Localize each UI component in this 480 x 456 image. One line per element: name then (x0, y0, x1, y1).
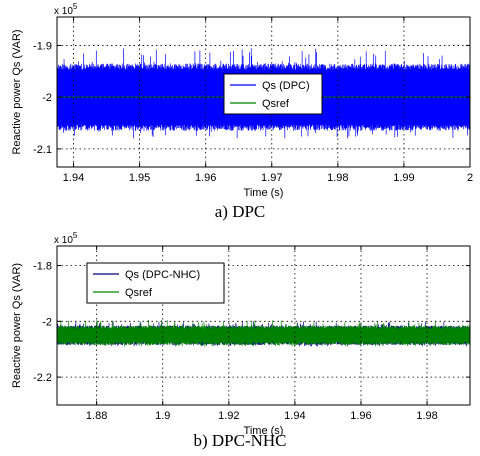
chart-2: 1.88 1.9 1.92 1.94 1.96 1.98 -1.8 -2 -2.2 x 105 Ti… (11, 231, 471, 450)
y-axis-label: Reactive power Qs (VAR) (11, 29, 23, 154)
chart-caption: b) DPC-NHC (193, 431, 286, 450)
x-tick-label: 1.98 (416, 410, 437, 422)
legend-label: Qsref (125, 287, 153, 299)
legend-label: Qsref (262, 98, 290, 110)
y-axis-label: Reactive power Qs (VAR) (11, 263, 23, 388)
x-tick-label: 1.92 (218, 410, 239, 422)
x-tick-label: 1.94 (63, 172, 84, 184)
x-tick-label: 1.99 (393, 172, 414, 184)
legend: Qs (DPC) Qsref (223, 73, 323, 115)
exponent-power: 5 (73, 2, 78, 11)
x-axis-label: Time (s) (244, 187, 284, 199)
exponent-base: x 10 (54, 235, 73, 246)
x-tick-label: 1.95 (129, 172, 150, 184)
legend-box (223, 73, 323, 115)
x-tick-label: 1.96 (195, 172, 216, 184)
exponent-label: x 105 (54, 2, 78, 17)
y-tick-label: -1.8 (33, 261, 52, 273)
x-tick-label: 1.88 (86, 410, 107, 422)
chart-caption: a) DPC (215, 202, 266, 221)
exponent-label: x 105 (54, 231, 78, 246)
legend-box (86, 262, 225, 304)
x-tick-label: 2 (467, 172, 473, 184)
legend-label: Qs (DPC) (262, 80, 310, 92)
legend-label: Qs (DPC-NHC) (125, 269, 200, 281)
x-tick-label: 1.98 (327, 172, 348, 184)
axes-box (56, 16, 471, 168)
exponent-base: x 10 (54, 6, 73, 17)
x-tick-label: 1.9 (155, 410, 170, 422)
chart-1: 1.94 1.95 1.96 1.97 1.98 1.99 2 -1.9 -2 -2.1 x 105… (11, 2, 473, 221)
y-tick-label: -2 (42, 92, 52, 104)
y-tick-label: -2.2 (33, 372, 52, 384)
x-axis-label: Time (s) (244, 425, 284, 437)
y-tick-label: -2 (42, 316, 52, 328)
legend: Qs (DPC-NHC) Qsref (86, 262, 225, 304)
x-tick-label: 1.94 (284, 410, 305, 422)
exponent-power: 5 (73, 231, 78, 240)
y-tick-label: -1.9 (33, 40, 52, 52)
x-tick-label: 1.96 (350, 410, 371, 422)
y-tick-label: -2.1 (33, 144, 52, 156)
axes-box (56, 245, 471, 406)
x-tick-label: 1.97 (261, 172, 282, 184)
